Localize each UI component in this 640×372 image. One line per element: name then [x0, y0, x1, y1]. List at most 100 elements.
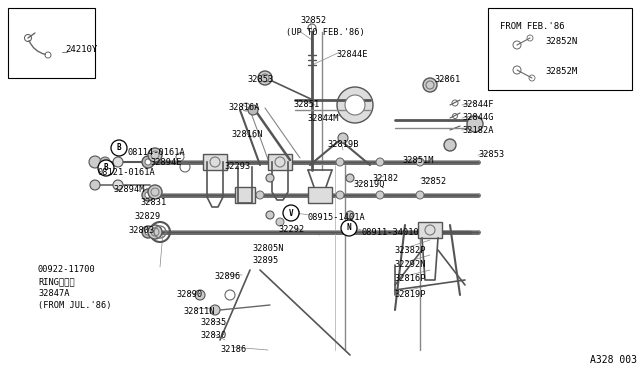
Text: B: B	[116, 144, 122, 153]
Text: 32292: 32292	[278, 225, 304, 234]
Bar	[268, 154, 292, 170]
Circle shape	[423, 78, 437, 92]
Circle shape	[113, 180, 123, 190]
Text: 32186: 32186	[220, 345, 246, 354]
Circle shape	[256, 191, 264, 199]
Text: FROM FEB.'86: FROM FEB.'86	[500, 22, 564, 31]
Text: 32829: 32829	[134, 212, 160, 221]
Circle shape	[89, 156, 101, 168]
Circle shape	[343, 222, 355, 234]
Text: 00922-11700: 00922-11700	[38, 265, 96, 274]
Circle shape	[142, 156, 154, 168]
Text: 32811N: 32811N	[183, 307, 214, 316]
Circle shape	[467, 116, 483, 132]
Circle shape	[266, 174, 274, 182]
Text: 32844E: 32844E	[336, 50, 367, 59]
Text: 32895: 32895	[252, 256, 278, 265]
Text: 24210Y: 24210Y	[65, 45, 97, 54]
Circle shape	[337, 87, 373, 123]
Text: 32816P: 32816P	[394, 274, 426, 283]
Text: 32831: 32831	[140, 198, 166, 207]
Text: 08911-34010: 08911-34010	[361, 228, 419, 237]
Bar	[418, 222, 442, 238]
Text: 32805N: 32805N	[252, 244, 284, 253]
Circle shape	[210, 305, 220, 315]
Circle shape	[148, 148, 162, 162]
Text: 32844G: 32844G	[462, 113, 493, 122]
Text: 32844M: 32844M	[307, 114, 339, 123]
Text: 32853: 32853	[478, 150, 504, 159]
Circle shape	[98, 160, 114, 176]
Text: 32861: 32861	[434, 75, 460, 84]
Text: V: V	[289, 208, 293, 218]
Circle shape	[416, 158, 424, 166]
Text: 32853: 32853	[247, 75, 273, 84]
Text: 32182A: 32182A	[462, 126, 493, 135]
Bar	[235, 187, 255, 203]
Text: 32182: 32182	[372, 174, 398, 183]
Text: 32894M: 32894M	[113, 185, 145, 194]
Circle shape	[90, 180, 100, 190]
Text: 32830: 32830	[200, 331, 227, 340]
Circle shape	[283, 205, 299, 221]
Text: 32816A: 32816A	[228, 103, 259, 112]
Text: 32851M: 32851M	[402, 156, 433, 165]
Text: N: N	[347, 224, 351, 232]
Circle shape	[148, 185, 162, 199]
Text: 32819B: 32819B	[327, 140, 358, 149]
Circle shape	[276, 218, 284, 226]
Circle shape	[336, 158, 344, 166]
Circle shape	[142, 189, 154, 201]
Circle shape	[100, 157, 110, 167]
Text: 32894E: 32894E	[150, 158, 182, 167]
Text: (FROM JUL.'86): (FROM JUL.'86)	[38, 301, 111, 310]
Circle shape	[113, 157, 123, 167]
Circle shape	[111, 140, 127, 156]
Circle shape	[145, 192, 151, 198]
Circle shape	[286, 206, 294, 214]
Text: 08121-0161A: 08121-0161A	[98, 168, 156, 177]
Circle shape	[376, 191, 384, 199]
Circle shape	[444, 139, 456, 151]
Text: 32852M: 32852M	[545, 67, 577, 77]
Text: 08915-1401A: 08915-1401A	[307, 213, 365, 222]
Text: 32852: 32852	[300, 16, 326, 25]
Text: 32835: 32835	[200, 318, 227, 327]
Text: 32816N: 32816N	[231, 130, 262, 139]
Text: 32851: 32851	[293, 100, 319, 109]
Text: B: B	[104, 164, 108, 173]
Text: 32293: 32293	[224, 162, 250, 171]
Text: 32819Q: 32819Q	[353, 180, 385, 189]
Circle shape	[338, 133, 348, 143]
Circle shape	[145, 159, 151, 165]
Circle shape	[195, 290, 205, 300]
Circle shape	[345, 95, 365, 115]
Circle shape	[346, 174, 354, 182]
Circle shape	[258, 71, 272, 85]
Text: 08114-0161A: 08114-0161A	[128, 148, 186, 157]
Circle shape	[336, 191, 344, 199]
Text: 32890: 32890	[176, 290, 202, 299]
Bar	[203, 154, 227, 170]
Text: 32852: 32852	[420, 177, 446, 186]
Circle shape	[341, 220, 357, 236]
Text: 32292N: 32292N	[394, 260, 426, 269]
Text: 32803: 32803	[128, 226, 154, 235]
Text: 32382P: 32382P	[394, 246, 426, 255]
Circle shape	[148, 225, 162, 239]
Circle shape	[248, 105, 258, 115]
Circle shape	[266, 211, 274, 219]
Bar	[8, 8, 95, 78]
Text: (UP TO FEB.'86): (UP TO FEB.'86)	[286, 28, 365, 37]
Text: 32847A: 32847A	[38, 289, 70, 298]
Text: 32844F: 32844F	[462, 100, 493, 109]
Text: 32819P: 32819P	[394, 290, 426, 299]
Text: 32896: 32896	[214, 272, 240, 281]
Text: 32852N: 32852N	[545, 38, 577, 46]
Bar	[488, 8, 632, 90]
Bar	[308, 187, 332, 203]
Circle shape	[142, 226, 154, 238]
Circle shape	[287, 207, 299, 219]
Text: RINGリング: RINGリング	[38, 277, 75, 286]
Circle shape	[145, 229, 151, 235]
